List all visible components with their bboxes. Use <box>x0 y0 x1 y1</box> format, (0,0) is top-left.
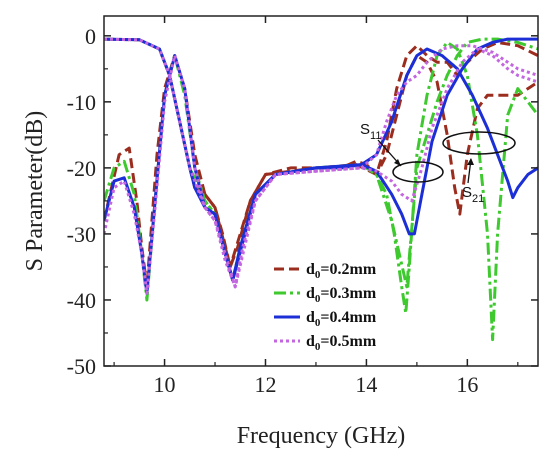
s11-arrow-head <box>394 159 401 166</box>
series-4-s11-line <box>104 47 538 295</box>
x-axis-label: Frequency (GHz) <box>237 423 406 449</box>
curves-layer <box>104 37 538 342</box>
legend: d0=0.2mm d0=0.3mm d0=0.4mm d0=0.5mm <box>274 261 377 353</box>
s11-ellipse <box>392 161 444 183</box>
y-tick-label: 0 <box>85 24 96 49</box>
x-tick-label: 10 <box>154 372 176 397</box>
s11-label: S11 <box>360 121 381 142</box>
series-1-s11-line <box>104 54 538 289</box>
ticks-layer: 10 12 14 16 0 -10 -20 -30 -40 -50 <box>67 16 538 397</box>
x-tick-label: 12 <box>254 372 276 397</box>
s21-ellipse <box>442 131 516 155</box>
x-tick-label: 16 <box>456 372 478 397</box>
legend-label-3: d0=0.4mm <box>306 309 377 329</box>
s21-label: S21 <box>462 184 484 205</box>
y-tick-label: -40 <box>67 288 96 313</box>
y-tick-label: -20 <box>67 156 96 181</box>
y-axis-label: S Parameter(dB) <box>22 111 48 272</box>
s21-arrow-head <box>467 158 474 165</box>
legend-label-1: d0=0.2mm <box>306 261 377 281</box>
legend-label-4: d0=0.5mm <box>306 333 377 353</box>
annotations-layer: S11 S21 <box>360 121 516 205</box>
series-4-s21-line <box>104 37 538 289</box>
x-tick-label: 14 <box>355 372 377 397</box>
legend-label-2: d0=0.3mm <box>306 285 377 305</box>
y-tick-label: -10 <box>67 90 96 115</box>
y-tick-label: -30 <box>67 222 96 247</box>
y-tick-label: -50 <box>67 354 96 379</box>
plot-frame <box>103 15 539 367</box>
